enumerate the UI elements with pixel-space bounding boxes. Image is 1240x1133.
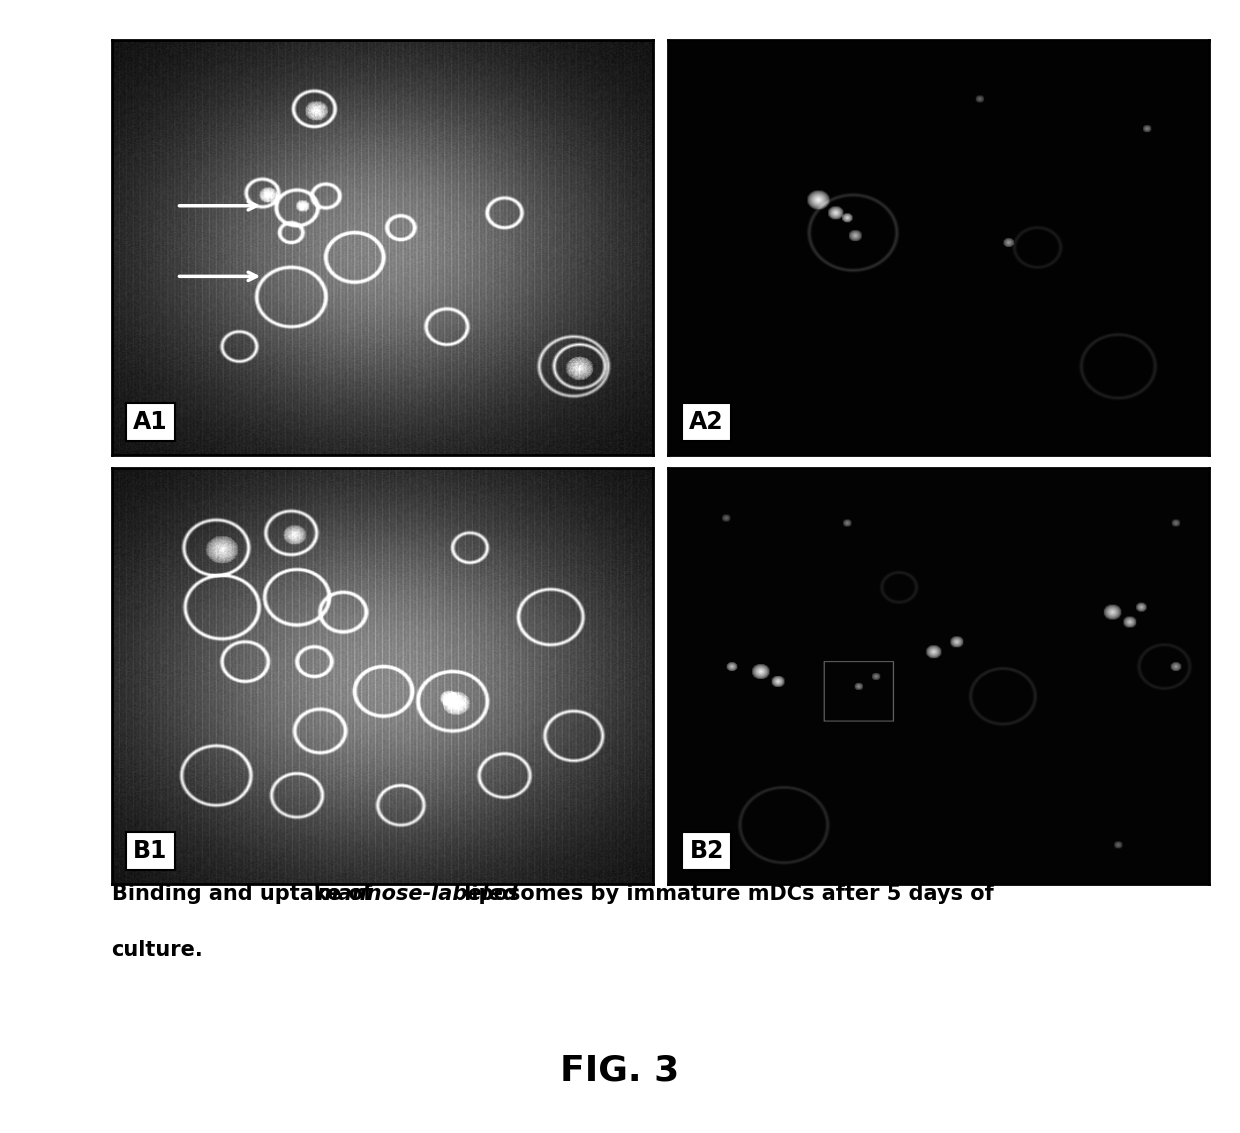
Text: A2: A2 (689, 410, 724, 434)
Text: liposomes by immature mDCs after 5 days of: liposomes by immature mDCs after 5 days … (456, 884, 993, 904)
Text: culture.: culture. (112, 940, 203, 961)
Text: B2: B2 (689, 838, 724, 863)
Text: Binding and uptake of: Binding and uptake of (112, 884, 379, 904)
Text: FIG. 3: FIG. 3 (560, 1054, 680, 1088)
Text: B1: B1 (133, 838, 167, 863)
Text: A1: A1 (133, 410, 167, 434)
Text: mannose-labeled: mannose-labeled (316, 884, 518, 904)
